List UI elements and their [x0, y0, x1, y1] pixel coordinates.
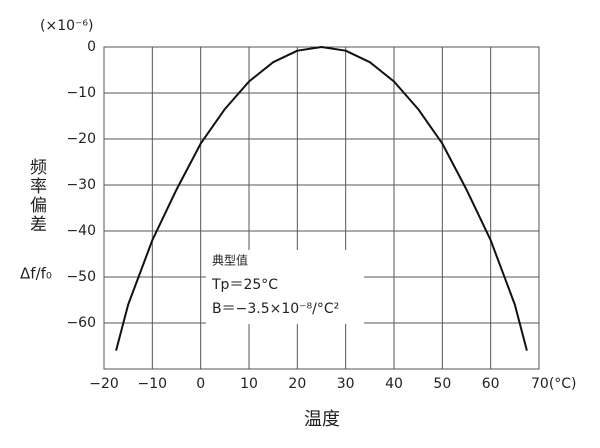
- x-tick-label: 50: [433, 376, 451, 392]
- y-tick-label: −50: [66, 269, 96, 285]
- y-tick-label: −40: [66, 223, 96, 239]
- x-tick-label: −20: [89, 376, 119, 392]
- x-tick-label: 30: [337, 376, 355, 392]
- x-tick-label: −10: [138, 376, 168, 392]
- y-tick-label: −30: [66, 177, 96, 193]
- annotation-box: [206, 250, 364, 324]
- y-axis-sublabel: Δf/f₀: [20, 265, 52, 283]
- x-tick-label: 70(°C): [531, 376, 577, 392]
- annotation-text: B＝−3.5×10⁻⁸/°C²: [212, 301, 339, 317]
- x-tick-label: 10: [240, 376, 258, 392]
- x-tick-label: 20: [288, 376, 306, 392]
- y-axis-label: 频率偏差: [26, 158, 47, 234]
- y-tick-label: −10: [66, 85, 96, 101]
- unit-label: (×10⁻⁶): [40, 18, 93, 34]
- x-tick-label: 0: [196, 376, 205, 392]
- x-tick-label: 60: [482, 376, 500, 392]
- curve: [115, 46, 528, 351]
- y-tick-label: 0: [87, 39, 96, 55]
- annotation-text: 典型值: [212, 253, 248, 268]
- x-axis-label: 温度: [304, 409, 340, 430]
- x-tick-label: 40: [385, 376, 403, 392]
- y-tick-label: −20: [66, 131, 96, 147]
- annotation-text: Tp＝25°C: [211, 277, 278, 293]
- y-tick-label: −60: [66, 315, 96, 331]
